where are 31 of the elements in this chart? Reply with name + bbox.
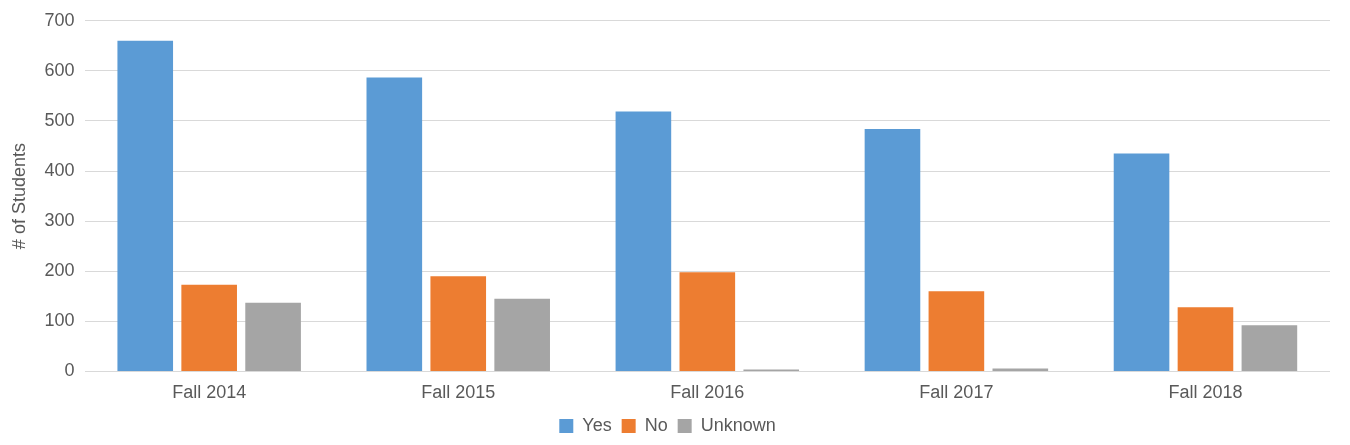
bar — [181, 284, 237, 371]
y-tick-label: 500 — [44, 109, 75, 130]
y-tick-label: 0 — [64, 360, 75, 381]
x-tick-label: Fall 2017 — [919, 382, 994, 403]
bar — [992, 368, 1049, 371]
y-tick-label: 300 — [44, 210, 75, 231]
y-axis-title: # of Students — [8, 143, 29, 250]
bar — [864, 128, 921, 371]
bar — [1113, 153, 1170, 371]
bar — [1241, 325, 1298, 371]
legend-label: No — [644, 414, 668, 435]
x-tick-label: Fall 2016 — [670, 382, 745, 403]
x-tick-label: Fall 2015 — [421, 382, 496, 403]
bar — [245, 302, 301, 371]
bar — [430, 276, 487, 371]
bar — [117, 40, 174, 371]
y-tick-label: 600 — [44, 59, 75, 80]
x-tick-label: Fall 2014 — [172, 382, 247, 403]
y-tick-label: 400 — [44, 160, 75, 181]
y-tick-label: 700 — [44, 9, 75, 30]
bar — [679, 272, 736, 371]
bar — [1177, 307, 1234, 371]
x-tick-label: Fall 2018 — [1168, 382, 1243, 403]
bar — [615, 111, 672, 371]
y-tick-label: 100 — [44, 310, 75, 331]
legend-label: Unknown — [700, 414, 776, 435]
y-tick-label: 200 — [44, 260, 75, 281]
legend-label: Yes — [582, 414, 612, 435]
bar — [366, 77, 423, 371]
bar — [494, 298, 550, 371]
bar — [928, 291, 985, 371]
